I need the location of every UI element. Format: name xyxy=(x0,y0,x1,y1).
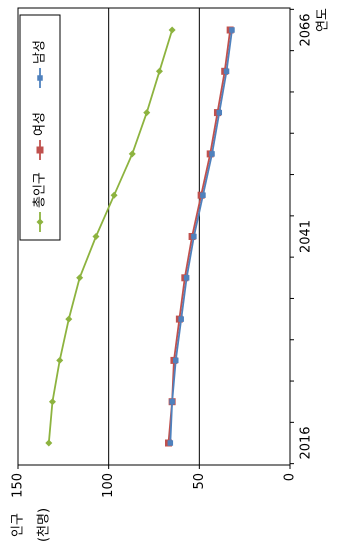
marker xyxy=(168,26,176,34)
legend-label: 여성 xyxy=(33,112,48,136)
marker xyxy=(36,218,44,226)
legend: 총인구 여성 남성 xyxy=(19,14,61,241)
series-line xyxy=(169,29,233,444)
marker xyxy=(169,398,175,405)
marker xyxy=(167,440,174,446)
legend-label: 남성 xyxy=(33,40,48,64)
marker xyxy=(37,75,43,81)
marker xyxy=(76,274,84,282)
marker xyxy=(200,192,206,198)
marker xyxy=(183,275,190,281)
x-tick-label: 2016 xyxy=(299,426,314,459)
marker xyxy=(178,316,184,322)
marker xyxy=(56,356,64,364)
y-axis-label: 인구 xyxy=(11,513,26,537)
marker xyxy=(45,439,53,447)
marker xyxy=(209,151,215,157)
x-tick-label: 2066 xyxy=(299,13,314,46)
marker xyxy=(48,398,56,406)
marker xyxy=(229,27,235,33)
marker xyxy=(143,109,151,117)
marker xyxy=(65,315,73,323)
marker xyxy=(223,68,230,75)
y-tick-label: 150 xyxy=(11,473,26,498)
marker xyxy=(155,67,163,75)
x-tick-label: 2041 xyxy=(299,220,314,253)
marker xyxy=(216,109,223,116)
marker xyxy=(173,357,179,364)
legend-label: 총인구 xyxy=(33,172,48,208)
marker xyxy=(36,146,44,154)
series-line xyxy=(47,29,173,444)
y-tick-label: 100 xyxy=(101,473,116,498)
marker xyxy=(191,233,197,240)
y-tick-label: 0 xyxy=(283,473,298,481)
marker xyxy=(92,233,100,240)
y-axis-label: (천명) xyxy=(37,508,52,542)
legend-box xyxy=(19,14,61,241)
x-axis-label: 연도 xyxy=(316,8,331,32)
marker xyxy=(128,150,136,158)
y-tick-label: 50 xyxy=(192,473,207,490)
marker xyxy=(110,191,118,199)
